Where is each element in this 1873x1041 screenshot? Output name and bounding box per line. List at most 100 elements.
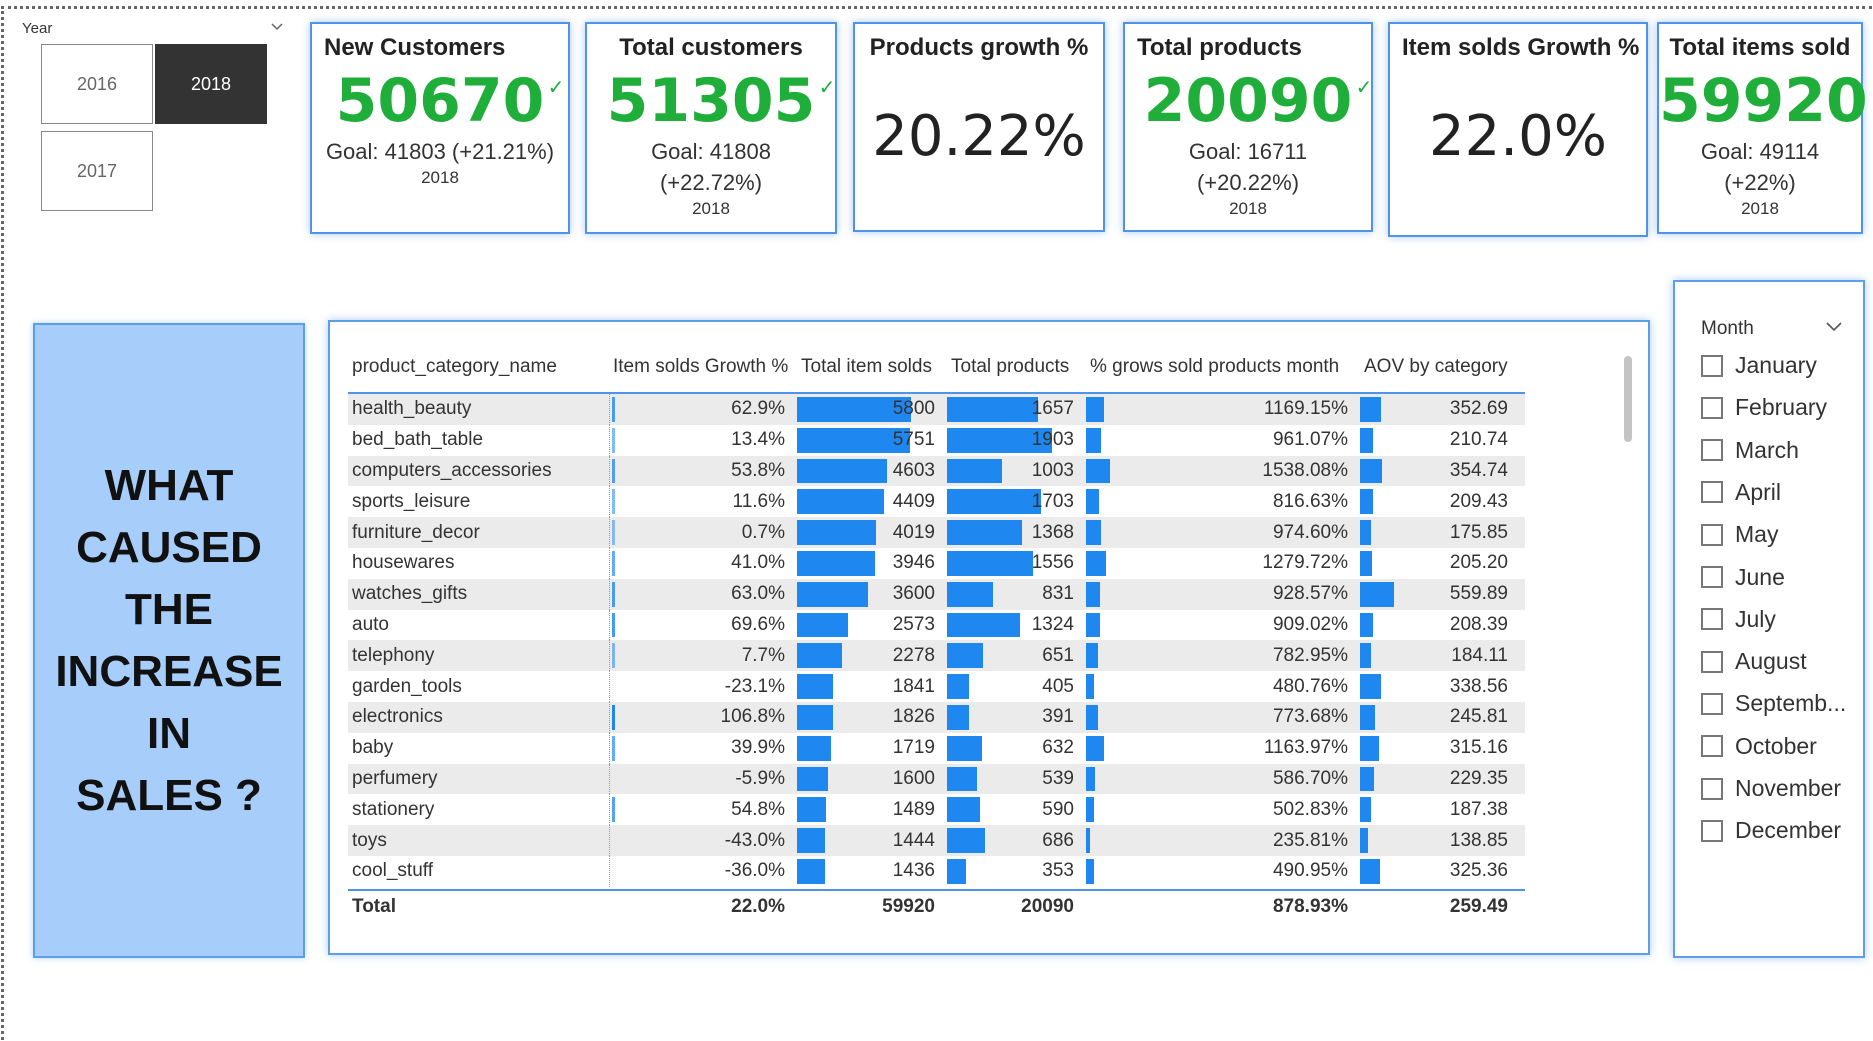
checkbox[interactable] xyxy=(1701,354,1723,377)
month-option[interactable]: May xyxy=(1701,521,1778,548)
products-bar xyxy=(947,858,967,884)
table-row[interactable]: electronics 106.8% 1826 391 773.68% 245.81 xyxy=(348,701,1525,733)
question-panel: WHAT CAUSED THE INCREASE IN SALES ? xyxy=(33,323,305,958)
total-cell: 20090 xyxy=(947,891,1086,923)
products-bar xyxy=(947,489,1041,515)
growth-month-cell: 480.76% xyxy=(1086,671,1360,702)
kpi-card-new-customers: New Customers 50670 ✓ Goal: 41803 (+21.21… xyxy=(310,22,570,234)
growth-month-bar xyxy=(1086,704,1099,730)
cell-value: 1556 xyxy=(1031,552,1074,574)
checkbox[interactable] xyxy=(1701,735,1723,758)
table-row[interactable]: sports_leisure 11.6% 4409 1703 816.63% 209.43 xyxy=(348,486,1525,518)
cell-value: 62.9% xyxy=(731,398,785,420)
cell-value: 11.6% xyxy=(732,490,785,512)
column-header[interactable]: Total products xyxy=(951,356,1070,377)
month-option[interactable]: March xyxy=(1701,437,1799,464)
table-row[interactable]: perfumery -5.9% 1600 539 586.70% 229.35 xyxy=(348,763,1525,795)
checkbox[interactable] xyxy=(1701,566,1723,588)
year-tile-2018[interactable]: 2018 xyxy=(155,44,267,124)
checkbox[interactable] xyxy=(1701,396,1723,419)
kpi-year: 2018 xyxy=(1229,199,1267,218)
table-row[interactable]: bed_bath_table 13.4% 5751 1903 961.07% 210.74 xyxy=(348,424,1525,456)
table-row[interactable]: baby 39.9% 1719 632 1163.97% 315.16 xyxy=(348,732,1525,764)
table-row[interactable]: toys -43.0% 1444 686 235.81% 138.85 xyxy=(348,825,1525,856)
checkbox[interactable] xyxy=(1701,650,1723,673)
cell-value: 187.38 xyxy=(1449,798,1508,820)
column-header[interactable]: Total item solds xyxy=(801,356,932,377)
table-scrollbar[interactable] xyxy=(1624,356,1632,442)
items-sold-bar xyxy=(797,427,911,453)
checkbox[interactable] xyxy=(1701,481,1723,504)
items-sold-cell: 1719 xyxy=(797,733,947,764)
year-tile-2017[interactable]: 2017 xyxy=(41,131,153,211)
table-row[interactable]: computers_accessories 53.8% 4603 1003 1538.0… xyxy=(348,455,1525,487)
table-row[interactable]: garden_tools -23.1% 1841 405 480.76% 338.56 xyxy=(348,671,1525,702)
cell-value: 4019 xyxy=(892,521,935,543)
month-option[interactable]: April xyxy=(1701,479,1781,506)
month-label: June xyxy=(1735,563,1785,590)
cell-value: 2278 xyxy=(892,644,935,666)
month-label: January xyxy=(1735,352,1817,378)
category-name: baby xyxy=(352,737,394,759)
question-line: IN xyxy=(147,708,191,758)
table-row[interactable]: cool_stuff -36.0% 1436 353 490.95% 325.36 xyxy=(348,855,1525,887)
column-header[interactable]: % grows sold products month xyxy=(1090,356,1340,377)
aov-cell: 354.74 xyxy=(1360,456,1520,487)
items-sold-bar xyxy=(797,797,827,823)
checkbox[interactable] xyxy=(1701,608,1723,631)
cell-value: 13.4% xyxy=(731,429,785,451)
table-body: health_beauty 62.9% 5800 1657 1169.15% 352.69… xyxy=(348,394,1525,887)
table-row[interactable]: housewares 41.0% 3946 1556 1279.72% 205.20 xyxy=(348,547,1525,579)
cell-value: -23.1% xyxy=(724,675,785,697)
table-row[interactable]: health_beauty 62.9% 5800 1657 1169.15% 352.69 xyxy=(348,394,1525,425)
checkbox[interactable] xyxy=(1701,439,1723,462)
chevron-down-icon[interactable] xyxy=(1825,318,1843,336)
cell-value: 405 xyxy=(1042,675,1074,697)
growth-cell: -36.0% xyxy=(609,855,797,887)
cell-value: 208.39 xyxy=(1449,613,1508,635)
table-row[interactable]: watches_gifts 63.0% 3600 831 928.57% 559.89 xyxy=(348,578,1525,610)
products-cell: 1324 xyxy=(947,610,1086,641)
cell-value: 490.95% xyxy=(1272,860,1348,882)
table-row[interactable]: furniture_decor 0.7% 4019 1368 974.60% 175.85 xyxy=(348,517,1525,548)
cell-value: 1703 xyxy=(1031,490,1074,512)
month-option[interactable]: October xyxy=(1701,733,1817,760)
column-header[interactable]: product_category_name xyxy=(352,356,557,377)
products-cell: 1556 xyxy=(947,548,1086,579)
table-row[interactable]: auto 69.6% 2573 1324 909.02% 208.39 xyxy=(348,609,1525,641)
products-cell: 651 xyxy=(947,640,1086,671)
kpi-card-total-customers: Total customers 51305 ✓ Goal: 41808 (+22.… xyxy=(585,22,837,234)
check-icon: ✓ xyxy=(547,75,565,99)
aov-cell: 205.20 xyxy=(1360,548,1520,579)
month-option[interactable]: January xyxy=(1701,352,1817,379)
table-header: product_category_name Item solds Growth … xyxy=(348,342,1525,404)
month-slicer-label: Month xyxy=(1701,318,1754,339)
growth-month-bar xyxy=(1086,797,1094,823)
kpi-goal: Goal: 41803 (+21.21%) xyxy=(325,139,555,164)
month-option[interactable]: November xyxy=(1701,775,1841,802)
category-name: computers_accessories xyxy=(352,459,552,481)
year-slicer: Year 2016 2018 2017 xyxy=(14,14,286,214)
month-option[interactable]: July xyxy=(1701,606,1776,633)
checkbox[interactable] xyxy=(1701,819,1723,842)
chevron-down-icon[interactable] xyxy=(270,20,284,34)
column-header[interactable]: Item solds Growth % xyxy=(613,356,789,377)
month-option[interactable]: Septemb... xyxy=(1701,690,1846,717)
growth-month-bar xyxy=(1086,550,1106,576)
cell-value: 1436 xyxy=(892,860,935,882)
month-option[interactable]: December xyxy=(1701,817,1841,844)
month-option[interactable]: February xyxy=(1701,394,1827,421)
growth-cell: 106.8% xyxy=(609,701,797,733)
month-option[interactable]: August xyxy=(1701,648,1807,675)
table-row[interactable]: telephony 7.7% 2278 651 782.95% 184.11 xyxy=(348,640,1525,672)
checkbox[interactable] xyxy=(1701,692,1723,715)
checkbox[interactable] xyxy=(1701,523,1723,546)
month-option[interactable]: June xyxy=(1701,564,1785,591)
items-sold-bar xyxy=(797,735,831,761)
question-text: WHAT CAUSED THE INCREASE IN SALES ? xyxy=(49,455,289,827)
checkbox[interactable] xyxy=(1701,777,1723,800)
year-tile-2016[interactable]: 2016 xyxy=(41,44,153,124)
table-row[interactable]: stationery 54.8% 1489 590 502.83% 187.38 xyxy=(348,794,1525,826)
category-table: product_category_name Item solds Growth … xyxy=(348,342,1525,923)
column-header[interactable]: AOV by category xyxy=(1364,356,1508,377)
